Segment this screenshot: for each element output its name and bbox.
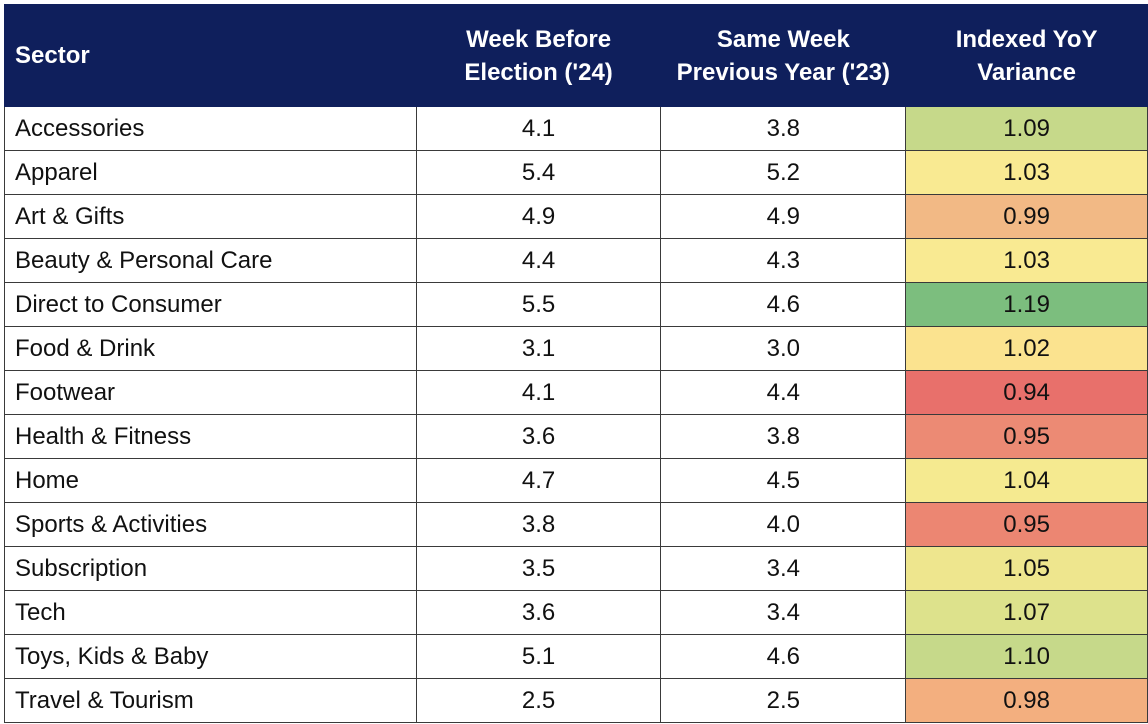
indexed-yoy-variance-cell: 1.03 xyxy=(905,150,1148,195)
indexed-yoy-variance-cell: 0.98 xyxy=(905,678,1148,723)
indexed-yoy-variance-cell: 1.07 xyxy=(905,590,1148,635)
header-same-week-previous-year: Same Week Previous Year ('23) xyxy=(660,4,907,107)
table-row: Footwear 4.1 4.4 0.94 xyxy=(4,370,1148,415)
same-week-previous-year-cell: 2.5 xyxy=(660,678,907,723)
indexed-yoy-variance-cell: 1.02 xyxy=(905,326,1148,371)
same-week-previous-year-cell: 4.4 xyxy=(660,370,907,415)
week-before-election-cell: 5.1 xyxy=(415,634,662,679)
sector-cell: Sports & Activities xyxy=(4,502,417,547)
header-sector: Sector xyxy=(4,4,417,107)
indexed-yoy-variance-cell: 1.04 xyxy=(905,458,1148,503)
week-before-election-cell: 3.6 xyxy=(415,590,662,635)
week-before-election-cell: 2.5 xyxy=(415,678,662,723)
same-week-previous-year-cell: 4.3 xyxy=(660,238,907,283)
header-week-before-election: Week Before Election ('24) xyxy=(415,4,662,107)
table-row: Food & Drink 3.1 3.0 1.02 xyxy=(4,326,1148,371)
indexed-yoy-variance-cell: 0.99 xyxy=(905,194,1148,239)
sector-cell: Travel & Tourism xyxy=(4,678,417,723)
sector-cell: Toys, Kids & Baby xyxy=(4,634,417,679)
indexed-yoy-variance-cell: 0.95 xyxy=(905,502,1148,547)
same-week-previous-year-cell: 3.8 xyxy=(660,106,907,151)
week-before-election-cell: 3.1 xyxy=(415,326,662,371)
table-row: Health & Fitness 3.6 3.8 0.95 xyxy=(4,414,1148,459)
table-row: Tech 3.6 3.4 1.07 xyxy=(4,590,1148,635)
sector-cell: Direct to Consumer xyxy=(4,282,417,327)
week-before-election-cell: 4.4 xyxy=(415,238,662,283)
sector-cell: Home xyxy=(4,458,417,503)
sector-cell: Food & Drink xyxy=(4,326,417,371)
sector-cell: Tech xyxy=(4,590,417,635)
same-week-previous-year-cell: 4.6 xyxy=(660,634,907,679)
table-row: Home 4.7 4.5 1.04 xyxy=(4,458,1148,503)
indexed-yoy-variance-cell: 1.03 xyxy=(905,238,1148,283)
indexed-yoy-variance-cell: 1.10 xyxy=(905,634,1148,679)
same-week-previous-year-cell: 3.0 xyxy=(660,326,907,371)
indexed-yoy-variance-cell: 0.95 xyxy=(905,414,1148,459)
table-row: Direct to Consumer 5.5 4.6 1.19 xyxy=(4,282,1148,327)
week-before-election-cell: 5.4 xyxy=(415,150,662,195)
table-row: Art & Gifts 4.9 4.9 0.99 xyxy=(4,194,1148,239)
indexed-yoy-variance-cell: 0.94 xyxy=(905,370,1148,415)
table-row: Beauty & Personal Care 4.4 4.3 1.03 xyxy=(4,238,1148,283)
same-week-previous-year-cell: 4.6 xyxy=(660,282,907,327)
week-before-election-cell: 3.5 xyxy=(415,546,662,591)
sector-cell: Art & Gifts xyxy=(4,194,417,239)
sector-cell: Subscription xyxy=(4,546,417,591)
table-row: Apparel 5.4 5.2 1.03 xyxy=(4,150,1148,195)
sector-cell: Beauty & Personal Care xyxy=(4,238,417,283)
table-row: Travel & Tourism 2.5 2.5 0.98 xyxy=(4,678,1148,723)
same-week-previous-year-cell: 4.9 xyxy=(660,194,907,239)
sector-cell: Accessories xyxy=(4,106,417,151)
indexed-yoy-variance-cell: 1.05 xyxy=(905,546,1148,591)
table-row: Sports & Activities 3.8 4.0 0.95 xyxy=(4,502,1148,547)
header-row: Sector Week Before Election ('24) Same W… xyxy=(4,4,1148,107)
week-before-election-cell: 4.7 xyxy=(415,458,662,503)
same-week-previous-year-cell: 4.0 xyxy=(660,502,907,547)
sector-variance-table: Sector Week Before Election ('24) Same W… xyxy=(4,4,1148,723)
header-indexed-yoy-variance: Indexed YoY Variance xyxy=(905,4,1148,107)
same-week-previous-year-cell: 3.8 xyxy=(660,414,907,459)
week-before-election-cell: 4.1 xyxy=(415,370,662,415)
week-before-election-cell: 3.8 xyxy=(415,502,662,547)
table-row: Subscription 3.5 3.4 1.05 xyxy=(4,546,1148,591)
sector-cell: Health & Fitness xyxy=(4,414,417,459)
week-before-election-cell: 3.6 xyxy=(415,414,662,459)
week-before-election-cell: 4.1 xyxy=(415,106,662,151)
sector-cell: Apparel xyxy=(4,150,417,195)
same-week-previous-year-cell: 4.5 xyxy=(660,458,907,503)
sector-cell: Footwear xyxy=(4,370,417,415)
table-row: Accessories 4.1 3.8 1.09 xyxy=(4,106,1148,151)
table-row: Toys, Kids & Baby 5.1 4.6 1.10 xyxy=(4,634,1148,679)
same-week-previous-year-cell: 3.4 xyxy=(660,590,907,635)
table-body: Accessories 4.1 3.8 1.09 Apparel 5.4 5.2 1.03 Ar… xyxy=(4,106,1148,723)
week-before-election-cell: 5.5 xyxy=(415,282,662,327)
indexed-yoy-variance-cell: 1.09 xyxy=(905,106,1148,151)
same-week-previous-year-cell: 5.2 xyxy=(660,150,907,195)
same-week-previous-year-cell: 3.4 xyxy=(660,546,907,591)
week-before-election-cell: 4.9 xyxy=(415,194,662,239)
indexed-yoy-variance-cell: 1.19 xyxy=(905,282,1148,327)
